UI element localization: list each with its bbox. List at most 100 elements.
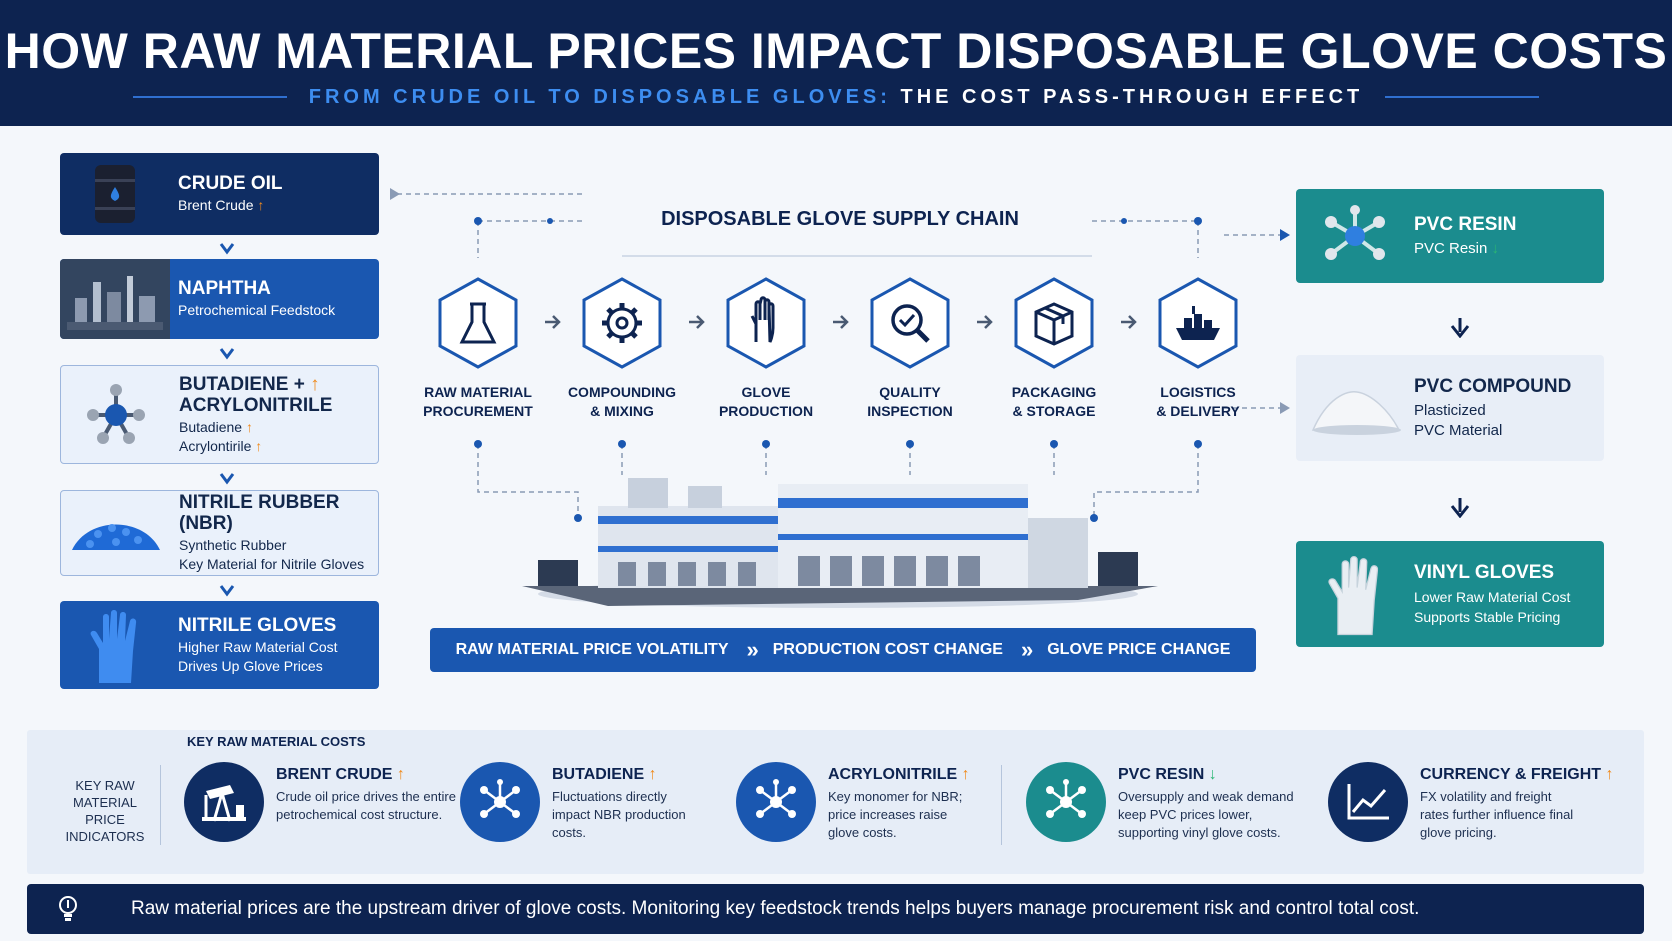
indicator-butadiene: BUTADIENE ↑ Fluctuations directly impact… xyxy=(460,762,702,842)
indicators-side-label: KEY RAW MATERIAL PRICE INDICATORS xyxy=(55,777,155,845)
side-label-line: KEY RAW xyxy=(75,778,135,793)
divider xyxy=(160,765,161,845)
right-arrow-icon xyxy=(1121,315,1137,329)
right-arrow-icon xyxy=(545,315,561,329)
step-logistics-delivery: LOGISTICS & DELIVERY xyxy=(1138,276,1258,421)
factory-illustration xyxy=(522,478,1158,608)
down-arrow-icon xyxy=(219,585,235,597)
page-title: HOW RAW MATERIAL PRICES IMPACT DISPOSABL… xyxy=(4,23,1668,79)
card-line: Petrochemical Feedstock xyxy=(178,302,336,318)
step-label: LOGISTICS xyxy=(1160,384,1236,400)
card-line: Higher Raw Material Cost xyxy=(178,638,338,655)
card-line: PVC Material xyxy=(1414,421,1503,439)
indicator-title: BRENT CRUDE xyxy=(276,766,393,783)
indicator-pvc-resin: PVC RESIN ↓ Oversupply and weak demand k… xyxy=(1026,762,1304,842)
flow-item-glove-price: GLOVE PRICE CHANGE xyxy=(1047,641,1231,658)
clear-glove-icon xyxy=(1296,541,1414,647)
gear-icon xyxy=(582,277,662,369)
molecule-icon xyxy=(460,762,540,842)
step-label: & STORAGE xyxy=(1012,403,1096,419)
card-title: PVC RESIN xyxy=(1414,213,1517,235)
magnifier-check-icon xyxy=(870,277,950,369)
card-title: BUTADIENE + xyxy=(179,373,305,395)
step-label: PACKAGING xyxy=(1011,384,1097,400)
blue-glove-icon xyxy=(60,601,170,689)
indicator-title: BUTADIENE xyxy=(552,766,645,783)
side-label-line: INDICATORS xyxy=(65,829,145,844)
right-arrow-icon xyxy=(833,315,849,329)
card-title: NAPHTHA xyxy=(178,278,271,299)
indicator-acrylonitrile: ACRYLONITRILE ↑ Key monomer for NBR; pri… xyxy=(736,762,978,842)
step-glove-production: GLOVE PRODUCTION xyxy=(706,276,826,421)
lightbulb-icon xyxy=(27,894,109,924)
step-label: INSPECTION xyxy=(867,403,953,419)
card-title: PVC COMPOUND xyxy=(1414,375,1572,397)
molecule-icon xyxy=(1026,762,1106,842)
card-line: Butadiene xyxy=(179,418,243,435)
card-nitrile-rubber: NITRILE RUBBER (NBR) Synthetic Rubber Ke… xyxy=(60,490,379,576)
flow-item-price-volatility: RAW MATERIAL PRICE VOLATILITY xyxy=(455,641,729,658)
right-arrow-icon xyxy=(977,315,993,329)
trend-down-icon: ↓ xyxy=(1208,766,1217,783)
card-vinyl-gloves: VINYL GLOVES Lower Raw Material Cost Sup… xyxy=(1296,541,1604,647)
indicator-text: FX volatility and freight rates further … xyxy=(1420,789,1574,840)
step-quality-inspection: QUALITY INSPECTION xyxy=(850,276,970,421)
card-title: VINYL GLOVES xyxy=(1414,561,1555,583)
trend-up-icon: ↑ xyxy=(255,437,263,454)
card-line: PVC Resin xyxy=(1414,239,1488,257)
card-line: Acrylontirile xyxy=(179,437,252,454)
refinery-icon xyxy=(60,259,170,339)
footer-text: Raw material prices are the upstream dri… xyxy=(131,898,1420,919)
card-butadiene-acrylonitrile: BUTADIENE + ↑ ACRYLONITRILE Butadiene ↑ … xyxy=(60,365,379,464)
step-label: PROCUREMENT xyxy=(423,403,533,419)
card-naphtha: NAPHTHA Petrochemical Feedstock xyxy=(60,259,379,339)
subtitle-divider-left xyxy=(133,96,287,98)
supply-chain-title: DISPOSABLE GLOVE SUPPLY CHAIN xyxy=(661,208,1019,230)
indicator-title: ACRYLONITRILE xyxy=(828,766,958,783)
indicators-heading: KEY RAW MATERIAL COSTS xyxy=(187,734,366,749)
down-arrow-icon xyxy=(219,348,235,360)
subtitle-divider-right xyxy=(1385,96,1539,98)
step-label: & DELIVERY xyxy=(1156,403,1240,419)
flow-item-production-cost: PRODUCTION COST CHANGE xyxy=(772,641,1003,658)
oil-pump-icon xyxy=(184,762,264,842)
down-arrow-icon xyxy=(219,473,235,485)
divider xyxy=(1001,765,1002,845)
trend-up-icon: ↑ xyxy=(310,373,320,395)
footer-banner: Raw material prices are the upstream dri… xyxy=(27,884,1644,934)
step-label: & MIXING xyxy=(590,403,654,419)
page-subtitle: FROM CRUDE OIL TO DISPOSABLE GLOVES: THE… xyxy=(309,86,1364,109)
molecule-icon xyxy=(61,366,171,463)
side-label-line: MATERIAL PRICE xyxy=(72,795,138,827)
card-line: Lower Raw Material Cost xyxy=(1414,588,1571,605)
indicator-brent-crude: BRENT CRUDE ↑ Crude oil price drives the… xyxy=(184,762,456,842)
card-title-line2: ACRYLONITRILE xyxy=(179,394,333,416)
double-chevron-icon: » xyxy=(746,637,759,662)
trend-up-icon: ↑ xyxy=(257,197,265,213)
indicator-text: Crude oil price drives the entire petroc… xyxy=(276,789,456,822)
card-title: NITRILE RUBBER (NBR) xyxy=(179,492,340,534)
indicator-title: CURRENCY & FREIGHT xyxy=(1420,766,1602,783)
step-label: PRODUCTION xyxy=(718,403,814,419)
cost-flow-bar: RAW MATERIAL PRICE VOLATILITY » PRODUCTI… xyxy=(430,628,1256,672)
right-arrow-icon xyxy=(689,315,705,329)
down-arrow-icon xyxy=(219,243,235,255)
box-icon xyxy=(1014,277,1094,369)
step-raw-material-procurement: RAW MATERIAL PROCUREMENT xyxy=(418,276,538,421)
card-title: CRUDE OIL xyxy=(178,173,283,194)
step-label: COMPOUNDING xyxy=(567,384,677,400)
step-packaging-storage: PACKAGING & STORAGE xyxy=(994,276,1114,421)
ship-icon xyxy=(1158,277,1238,369)
step-label: QUALITY xyxy=(879,384,941,400)
down-arrow-icon xyxy=(1450,318,1470,338)
indicator-currency-freight: CURRENCY & FREIGHT ↑ FX volatility and f… xyxy=(1328,762,1614,842)
trend-up-icon: ↑ xyxy=(396,766,405,783)
card-line: Synthetic Rubber xyxy=(179,537,287,553)
flask-icon xyxy=(438,277,518,369)
step-compounding-mixing: COMPOUNDING & MIXING xyxy=(562,276,682,421)
indicator-text: Oversupply and weak demand keep PVC pric… xyxy=(1118,789,1294,840)
indicator-title: PVC RESIN xyxy=(1118,766,1205,783)
rubber-pellets-icon xyxy=(61,491,171,575)
trend-up-icon: ↑ xyxy=(961,766,970,783)
indicator-text: Fluctuations directly impact NBR product… xyxy=(552,789,686,840)
